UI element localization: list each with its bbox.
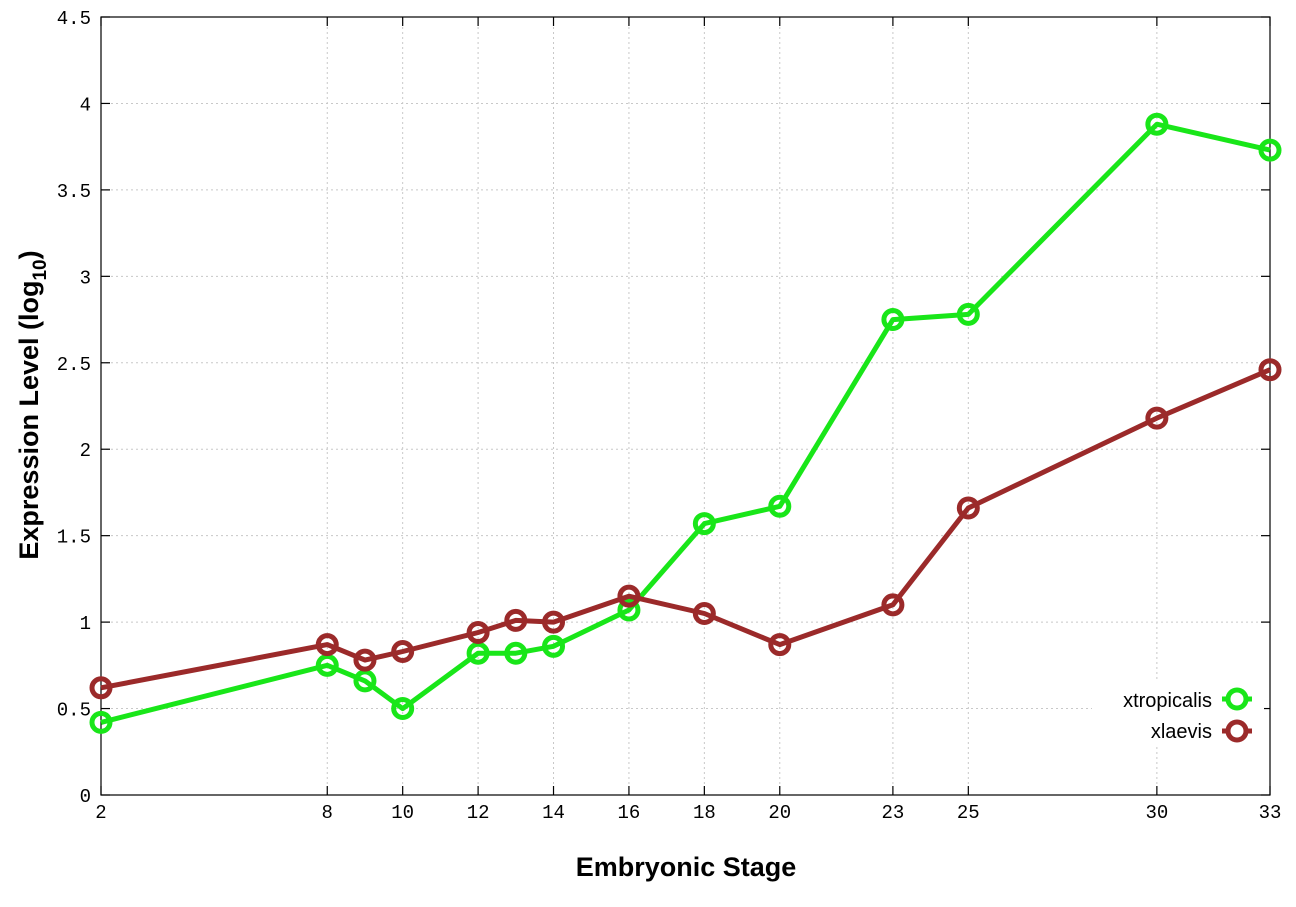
y-axis-title-main: Expression Level (log bbox=[14, 281, 44, 560]
y-tick-label: 3 bbox=[80, 267, 91, 289]
y-tick-label: 0 bbox=[80, 786, 91, 808]
x-tick-label: 25 bbox=[957, 802, 980, 824]
data-point-xlaevis bbox=[881, 593, 905, 617]
data-point-xlaevis bbox=[89, 676, 113, 700]
data-point-xlaevis bbox=[542, 610, 566, 634]
data-point-xlaevis bbox=[353, 648, 377, 672]
y-tick-label: 1.5 bbox=[57, 527, 91, 549]
data-point-xlaevis bbox=[391, 640, 415, 664]
x-tick-label: 33 bbox=[1259, 802, 1282, 824]
data-point-xlaevis bbox=[1258, 358, 1282, 382]
data-point-xtropicalis bbox=[391, 697, 415, 721]
data-point-xtropicalis bbox=[353, 669, 377, 693]
data-point-xlaevis bbox=[768, 633, 792, 657]
legend-marker-xtropicalis bbox=[1225, 687, 1249, 711]
y-tick-label: 4.5 bbox=[57, 8, 91, 30]
y-tick-label: 4 bbox=[80, 94, 91, 116]
legend: xtropicalis xlaevis bbox=[1092, 680, 1264, 746]
y-axis-title-close: ) bbox=[14, 250, 44, 259]
legend-marker-xlaevis bbox=[1225, 719, 1249, 743]
series-layer bbox=[89, 112, 1282, 734]
x-tick-label: 12 bbox=[467, 802, 490, 824]
legend-entry-xtropicalis: xtropicalis bbox=[1123, 687, 1252, 712]
data-point-xlaevis bbox=[692, 601, 716, 625]
y-axis-title-subscript: 10 bbox=[30, 259, 51, 280]
data-point-xlaevis bbox=[315, 633, 339, 657]
legend-label-xtropicalis: xtropicalis bbox=[1123, 690, 1212, 712]
x-tick-label: 8 bbox=[322, 802, 333, 824]
data-point-xtropicalis bbox=[617, 598, 641, 622]
series-line-xlaevis bbox=[100, 367, 1271, 691]
x-tick-label: 23 bbox=[881, 802, 904, 824]
data-point-xtropicalis bbox=[466, 641, 490, 665]
data-point-xlaevis bbox=[617, 584, 641, 608]
y-tick-label: 0.5 bbox=[57, 700, 91, 722]
x-tick-label: 2 bbox=[95, 802, 106, 824]
y-axis-title: Expression Level (log10) bbox=[14, 250, 51, 559]
x-tick-label: 18 bbox=[693, 802, 716, 824]
data-point-xtropicalis bbox=[504, 641, 528, 665]
x-axis-title: Embryonic Stage bbox=[576, 852, 797, 882]
data-point-xtropicalis bbox=[89, 710, 113, 734]
series-line-xtropicalis bbox=[100, 121, 1271, 725]
y-tick-label: 2 bbox=[80, 440, 91, 462]
data-point-xlaevis bbox=[956, 496, 980, 520]
series-xlaevis bbox=[89, 358, 1282, 700]
legend-label-xlaevis: xlaevis bbox=[1151, 721, 1212, 743]
data-point-xlaevis bbox=[504, 608, 528, 632]
data-point-xtropicalis bbox=[692, 512, 716, 536]
data-point-xtropicalis bbox=[315, 653, 339, 677]
y-tick-label: 2.5 bbox=[57, 354, 91, 376]
plot-frame bbox=[100, 16, 1271, 796]
x-tick-label: 14 bbox=[542, 802, 565, 824]
legend-entry-xlaevis: xlaevis bbox=[1151, 719, 1252, 743]
x-tick-label: 30 bbox=[1145, 802, 1168, 824]
data-point-xtropicalis bbox=[881, 308, 905, 332]
data-point-xlaevis bbox=[466, 620, 490, 644]
data-point-xtropicalis bbox=[542, 634, 566, 658]
y-tick-label: 3.5 bbox=[57, 181, 91, 203]
data-point-xtropicalis bbox=[956, 302, 980, 326]
data-point-xtropicalis bbox=[768, 494, 792, 518]
x-tick-label: 16 bbox=[618, 802, 641, 824]
series-xtropicalis bbox=[89, 112, 1282, 734]
data-point-xlaevis bbox=[1145, 406, 1169, 430]
x-tick-label: 20 bbox=[768, 802, 791, 824]
data-point-xtropicalis bbox=[1145, 112, 1169, 136]
x-tick-label: 10 bbox=[391, 802, 414, 824]
y-tick-label: 1 bbox=[80, 613, 91, 635]
data-point-xtropicalis bbox=[1258, 138, 1282, 162]
axis-ticks: 0 0.5 1 1.5 2 2.5 3 3.5 4 4.5 2 8 10 12 14 16 18 20 23 25 30… bbox=[57, 8, 1282, 824]
